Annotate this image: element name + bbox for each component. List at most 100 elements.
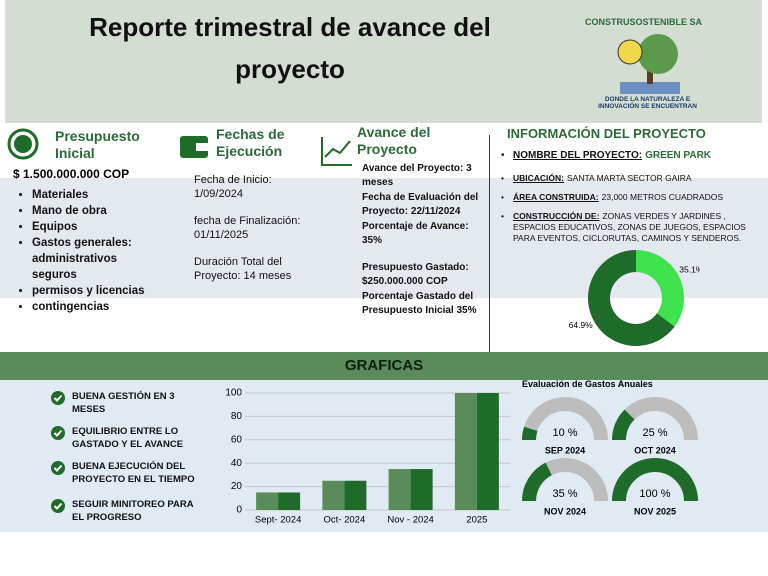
budget-title: Presupuesto Inicial [55, 128, 140, 161]
donut-label: 64.9% [569, 320, 594, 330]
gauges: 10 % SEP 2024 25 % OCT 2024 35 % NOV 2024 100 … [522, 397, 698, 516]
info-label: NOMBRE DEL PROYECTO: [513, 150, 643, 161]
logo-panels [620, 82, 680, 94]
budget-icon [7, 128, 39, 160]
y-tick-label: 0 [236, 505, 242, 516]
budget-list: MaterialesMano de obraEquiposGastos gene… [12, 187, 162, 315]
bar [388, 469, 411, 510]
info-value: SANTA MARTA SECTOR GAIRA [567, 173, 692, 183]
gauge-value [612, 458, 698, 502]
info-value: GREEN PARK [645, 150, 712, 161]
bar [278, 492, 301, 510]
gauge-track [522, 397, 608, 441]
x-tick-label: Oct- 2024 [324, 515, 366, 526]
info-value: 23,000 METROS CUADRADOS [601, 192, 724, 202]
progress-icon [321, 137, 352, 166]
bar [344, 480, 367, 510]
logo [617, 34, 680, 94]
x-tick-label: Nov - 2024 [387, 515, 433, 526]
gauge-category: NOV 2025 [634, 506, 676, 516]
gauge-category: SEP 2024 [545, 445, 585, 455]
check-row: EQUILIBRIO ENTRE LO GASTADO Y EL AVANCE [50, 425, 200, 451]
icon-ring [7, 128, 39, 160]
progress-item: Avance del Proyecto: 3 meses [362, 163, 472, 188]
bar-chart: 0 20 40 60 80 100 Sept- 2024 Oct- 2024 Nov - 202… [225, 388, 510, 526]
budget-item: permisos y licencias [32, 283, 162, 299]
company-slogan: DONDE LA NATURALEZA E INNOVACIÓN SE ENCU… [598, 96, 697, 110]
info-title: INFORMACIÓN DEL PROYECTO [507, 126, 706, 141]
progress-item: Porcentaje Gastado del Presupuesto Inici… [362, 291, 477, 316]
gauge-label: 35 % [552, 488, 577, 500]
info-item: NOMBRE DEL PROYECTO:GREEN PARK [501, 150, 763, 161]
divider [489, 135, 490, 355]
bar [476, 393, 499, 510]
y-tick-label: 20 [231, 481, 243, 492]
check-icon [51, 426, 65, 440]
gauge-value [612, 409, 635, 441]
date-item: Fecha de Inicio: 1/09/2024 [194, 174, 272, 200]
x-tick-label: 2025 [466, 515, 487, 526]
donut-slice [588, 250, 675, 346]
info-label: UBICACIÓN: [513, 173, 564, 183]
date-item: Duración Total del Proyecto: 14 meses [194, 256, 292, 282]
checklist: BUENA GESTIÓN EN 3 MESES EQUILIBRIO ENTRE… [50, 390, 200, 533]
gauge-label: 100 % [639, 488, 670, 500]
check-icon [51, 499, 65, 513]
donut-label: 35.1% [679, 264, 700, 274]
check-icon [51, 461, 65, 475]
progress-item: Porcentaje de Avance: 35% [362, 221, 469, 246]
y-tick-label: 100 [225, 388, 242, 399]
y-tick-label: 40 [231, 458, 243, 469]
gauge-category: NOV 2024 [544, 506, 586, 516]
x-tick-label: Sept- 2024 [255, 515, 301, 526]
check-text: SEGUIR MINITOREO PARA EL PROGRESO [72, 499, 194, 523]
section-title: GRAFICAS [344, 357, 424, 374]
bar [256, 492, 279, 510]
check-row: BUENA GESTIÓN EN 3 MESES [50, 390, 200, 416]
budget-amount: $ 1.500.000.000 COP [13, 167, 130, 181]
info-item: CONSTRUCCIÓN DE:ZONAS VERDES Y JARDINES … [501, 211, 763, 244]
check-text: EQUILIBRIO ENTRE LO GASTADO Y EL AVANCE [72, 426, 184, 450]
logo-tree [638, 34, 678, 74]
budget-item: Equipos [32, 219, 162, 235]
progress-title: Avance del Proyecto [357, 124, 431, 157]
bar [410, 469, 433, 510]
icon-clasp [196, 143, 208, 151]
check-text: BUENA EJECUCIÓN DEL PROYECTO EN EL TIEMP… [72, 461, 195, 485]
y-tick-label: 80 [231, 411, 243, 422]
budget-item: contingencias [32, 299, 162, 315]
dates-title: Fechas de Ejecución [216, 126, 285, 159]
info-item: UBICACIÓN:SANTA MARTA SECTOR GAIRA [501, 173, 763, 184]
info-label: ÁREA CONSTRUIDA: [513, 192, 599, 202]
title: Reporte trimestral de avance del proyect… [89, 12, 491, 84]
check-mark [53, 502, 63, 510]
progress-item: Presupuesto Gastado: $250.000.000 COP [362, 262, 469, 287]
y-tick-label: 60 [231, 434, 243, 445]
check-text: BUENA GESTIÓN EN 3 MESES [72, 391, 175, 415]
info-list: NOMBRE DEL PROYECTO:GREEN PARK UBICACIÓN:… [501, 150, 763, 252]
gauge-value [522, 462, 553, 502]
date-item: fecha de Finalización: 01/11/2025 [194, 215, 301, 241]
donut-slice [636, 250, 684, 327]
dates-list: Fecha de Inicio: 1/09/2024 fecha de Final… [194, 173, 314, 296]
gauges-title: Evaluación de Gastos Anuales [522, 379, 653, 389]
icon-coin [14, 135, 32, 153]
icon-wallet [180, 136, 208, 158]
icon-axes [321, 137, 352, 166]
donut-chart: 35.1% 64.9% [569, 250, 700, 346]
info-item: ÁREA CONSTRUIDA:23,000 METROS CUADRADOS [501, 192, 763, 203]
check-mark [53, 394, 63, 402]
check-row: BUENA EJECUCIÓN DEL PROYECTO EN EL TIEMP… [50, 460, 200, 486]
budget-item: Materiales [32, 187, 162, 203]
logo-moon [617, 39, 643, 65]
check-row: SEGUIR MINITOREO PARA EL PROGRESO [50, 498, 200, 524]
icon-line [324, 140, 351, 158]
gauge-category: OCT 2024 [634, 445, 676, 455]
bar [322, 480, 345, 510]
budget-item: Gastos generales: administrativos seguro… [32, 235, 162, 283]
company-name: CONSTRUSOSTENIBLE SA [585, 17, 703, 27]
budget-item: Mano de obra [32, 203, 162, 219]
gauge-value [522, 426, 538, 441]
gauge-label: 10 % [552, 427, 577, 439]
